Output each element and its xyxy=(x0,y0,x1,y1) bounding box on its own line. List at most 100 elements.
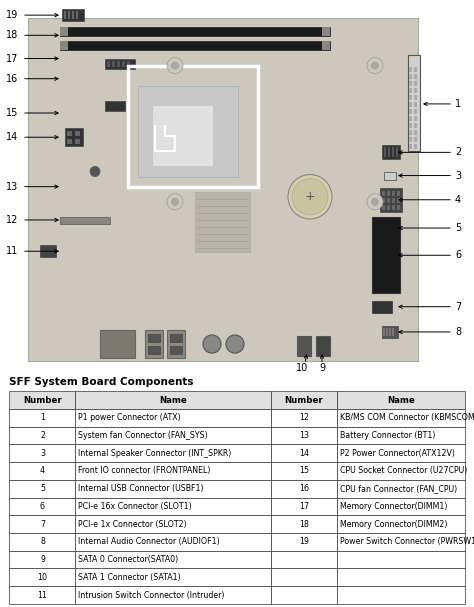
Text: 5: 5 xyxy=(455,223,461,233)
Bar xyxy=(9,586,75,604)
Bar xyxy=(396,148,398,157)
Bar xyxy=(337,409,465,427)
Bar xyxy=(414,88,417,93)
Bar xyxy=(337,444,465,462)
Bar xyxy=(414,144,417,149)
Text: P1 power Connector (ATX): P1 power Connector (ATX) xyxy=(78,413,181,422)
Text: 7: 7 xyxy=(40,520,45,529)
Bar xyxy=(271,444,337,462)
Text: Intrusion Switch Connector (Intruder): Intrusion Switch Connector (Intruder) xyxy=(78,591,225,600)
Bar xyxy=(409,102,412,107)
Bar xyxy=(100,330,135,358)
Text: Front IO connector (FRONTPANEL): Front IO connector (FRONTPANEL) xyxy=(78,466,210,475)
Bar xyxy=(40,245,56,257)
Bar xyxy=(105,101,125,111)
Bar xyxy=(72,11,74,19)
Bar xyxy=(409,67,412,72)
Bar xyxy=(64,11,66,19)
Bar xyxy=(271,480,337,498)
Text: KB/MS COM Connector (KBMSCOM1): KB/MS COM Connector (KBMSCOM1) xyxy=(340,413,474,422)
Bar xyxy=(75,139,80,144)
Bar xyxy=(389,328,391,336)
Bar xyxy=(409,144,412,149)
Text: 19: 19 xyxy=(299,537,309,546)
Bar xyxy=(145,330,163,358)
Bar xyxy=(397,191,400,195)
Text: 13: 13 xyxy=(299,431,309,440)
Text: 18: 18 xyxy=(6,30,18,40)
Bar xyxy=(271,409,337,427)
Bar xyxy=(387,191,390,195)
Bar xyxy=(409,95,412,100)
Text: SATA 0 Connector(SATA0): SATA 0 Connector(SATA0) xyxy=(78,555,178,564)
Text: 5: 5 xyxy=(40,484,45,493)
Bar xyxy=(414,123,417,128)
Bar xyxy=(75,569,271,586)
Bar xyxy=(148,346,160,354)
Bar xyxy=(337,551,465,569)
Text: 9: 9 xyxy=(319,363,325,373)
Bar xyxy=(392,205,395,210)
Text: 19: 19 xyxy=(6,10,18,20)
Text: 15: 15 xyxy=(6,108,18,118)
Bar xyxy=(382,191,385,195)
Bar xyxy=(316,336,330,356)
Text: 4: 4 xyxy=(40,466,45,475)
Bar xyxy=(414,137,417,142)
Bar xyxy=(75,533,271,551)
Bar xyxy=(9,444,75,462)
Bar xyxy=(75,462,271,480)
Bar xyxy=(60,41,68,50)
Bar xyxy=(60,27,330,36)
Text: Internal Audio Connector (AUDIOF1): Internal Audio Connector (AUDIOF1) xyxy=(78,537,220,546)
Text: 18: 18 xyxy=(299,520,309,529)
Bar xyxy=(408,55,420,151)
Bar xyxy=(389,224,391,232)
Bar xyxy=(409,137,412,142)
Bar xyxy=(384,148,386,157)
Bar xyxy=(382,145,400,160)
Bar xyxy=(28,18,418,361)
Text: 6: 6 xyxy=(455,250,461,260)
Bar xyxy=(392,328,394,336)
Circle shape xyxy=(367,58,383,73)
Bar xyxy=(388,148,390,157)
Text: 2: 2 xyxy=(40,431,45,440)
Bar xyxy=(387,205,390,210)
Bar xyxy=(68,11,70,19)
Bar xyxy=(337,586,465,604)
Bar xyxy=(271,427,337,444)
Bar xyxy=(414,109,417,114)
Bar xyxy=(337,462,465,480)
Text: 10: 10 xyxy=(296,363,308,373)
Bar xyxy=(65,128,83,146)
Text: 9: 9 xyxy=(40,555,45,564)
Text: 10: 10 xyxy=(37,573,47,582)
Circle shape xyxy=(288,175,332,219)
Bar xyxy=(75,515,271,533)
Bar xyxy=(75,409,271,427)
Bar xyxy=(75,427,271,444)
Text: 15: 15 xyxy=(299,466,309,475)
Circle shape xyxy=(371,198,379,206)
Bar xyxy=(170,346,182,354)
Text: 14: 14 xyxy=(6,132,18,142)
Text: +: + xyxy=(305,190,315,203)
Bar xyxy=(117,61,120,67)
Bar xyxy=(9,551,75,569)
Bar xyxy=(128,66,258,187)
Bar xyxy=(148,334,160,342)
Bar xyxy=(414,81,417,86)
Bar xyxy=(414,67,417,72)
Bar xyxy=(105,58,135,69)
Bar xyxy=(9,409,75,427)
Text: Memory Connector(DIMM2): Memory Connector(DIMM2) xyxy=(340,520,447,529)
Bar xyxy=(170,334,182,342)
Bar xyxy=(337,533,465,551)
Bar xyxy=(414,116,417,121)
Bar xyxy=(60,41,330,50)
Circle shape xyxy=(167,58,183,73)
Bar xyxy=(392,198,395,203)
Bar xyxy=(62,9,84,21)
Bar xyxy=(409,123,412,128)
